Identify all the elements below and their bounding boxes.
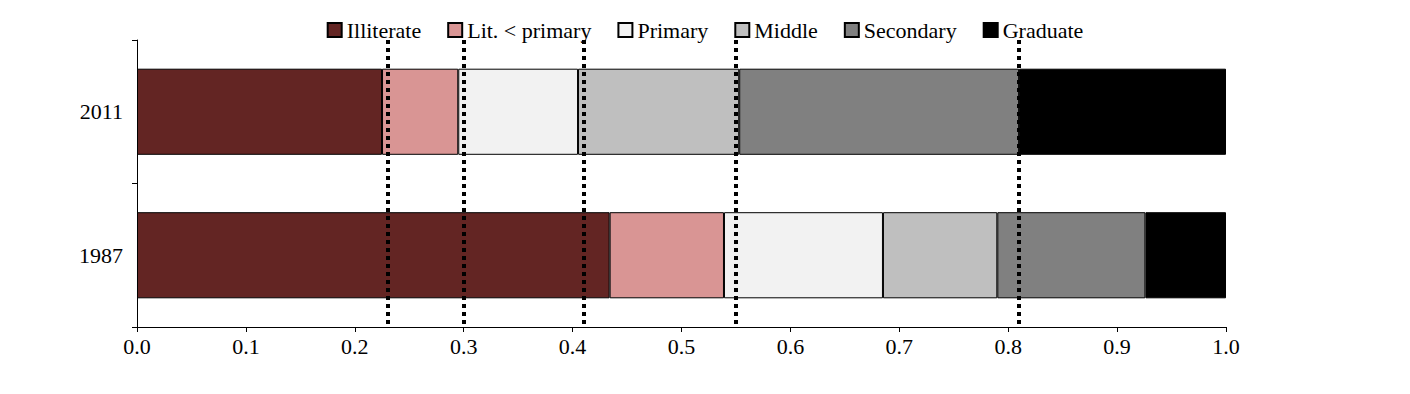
svg-text:Primary: Primary bbox=[637, 18, 708, 43]
svg-text:Lit. < primary: Lit. < primary bbox=[467, 18, 591, 43]
svg-text:2011: 2011 bbox=[80, 99, 123, 124]
svg-text:0.3: 0.3 bbox=[450, 334, 478, 359]
svg-text:0.0: 0.0 bbox=[123, 334, 151, 359]
svg-text:0.6: 0.6 bbox=[777, 334, 805, 359]
svg-text:0.4: 0.4 bbox=[559, 334, 587, 359]
svg-text:0.9: 0.9 bbox=[1103, 334, 1131, 359]
svg-text:Illiterate: Illiterate bbox=[347, 18, 422, 43]
svg-text:0.5: 0.5 bbox=[668, 334, 696, 359]
svg-text:1987: 1987 bbox=[79, 243, 123, 268]
svg-text:0.1: 0.1 bbox=[232, 334, 260, 359]
svg-text:0.7: 0.7 bbox=[886, 334, 914, 359]
svg-text:Graduate: Graduate bbox=[1003, 18, 1084, 43]
svg-text:1.0: 1.0 bbox=[1212, 334, 1240, 359]
svg-text:0.8: 0.8 bbox=[994, 334, 1022, 359]
svg-text:Middle: Middle bbox=[754, 18, 818, 43]
svg-text:Secondary: Secondary bbox=[864, 18, 957, 43]
svg-text:0.2: 0.2 bbox=[341, 334, 369, 359]
